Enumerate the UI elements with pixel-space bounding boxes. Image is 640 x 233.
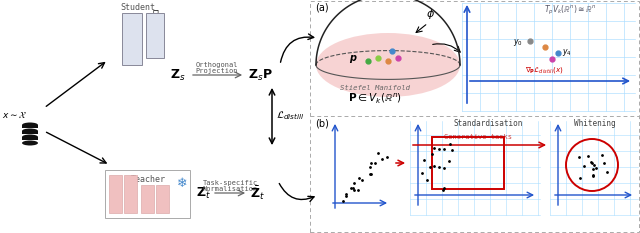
Bar bbox=[22, 125, 38, 128]
Text: Generative tasks: Generative tasks bbox=[444, 134, 512, 140]
Ellipse shape bbox=[22, 123, 38, 127]
Bar bbox=[432, 137, 504, 189]
Ellipse shape bbox=[22, 129, 38, 134]
Text: (a): (a) bbox=[315, 3, 328, 13]
Text: $\mathbf{P} \in V_k(\mathbb{R}^n)$: $\mathbf{P} \in V_k(\mathbb{R}^n)$ bbox=[348, 91, 402, 105]
Text: $\phi$: $\phi$ bbox=[426, 7, 435, 21]
Text: Orthogonal: Orthogonal bbox=[196, 62, 238, 68]
Bar bbox=[146, 13, 164, 58]
Text: $y_4$: $y_4$ bbox=[562, 47, 572, 58]
Text: Whitening: Whitening bbox=[574, 119, 616, 128]
Bar bbox=[22, 131, 38, 134]
Bar bbox=[310, 1, 639, 232]
Bar bbox=[105, 170, 190, 218]
Text: $\mathcal{L}_{distill}$: $\mathcal{L}_{distill}$ bbox=[276, 110, 305, 122]
Text: Task-specific: Task-specific bbox=[202, 180, 258, 186]
Text: ❄: ❄ bbox=[177, 177, 188, 190]
Ellipse shape bbox=[22, 140, 38, 145]
Text: $\bar{\mathbf{Z}}_t$: $\bar{\mathbf{Z}}_t$ bbox=[250, 184, 265, 202]
Text: Projection: Projection bbox=[196, 68, 238, 74]
Bar bbox=[122, 13, 142, 65]
Text: (b): (b) bbox=[315, 119, 329, 129]
Text: $y_0$: $y_0$ bbox=[513, 38, 523, 48]
Text: Student: Student bbox=[120, 3, 156, 12]
Bar bbox=[109, 175, 122, 213]
Text: $\mathbf{Z}_s$: $\mathbf{Z}_s$ bbox=[170, 67, 186, 82]
Bar bbox=[22, 137, 38, 140]
Text: $\mathbf{Z}_s\mathbf{P}$: $\mathbf{Z}_s\mathbf{P}$ bbox=[248, 67, 273, 82]
Text: Stiefel Manifold: Stiefel Manifold bbox=[340, 85, 410, 91]
Ellipse shape bbox=[316, 33, 460, 97]
Text: Teacher: Teacher bbox=[131, 175, 166, 184]
Text: $\boldsymbol{p}$: $\boldsymbol{p}$ bbox=[349, 53, 358, 65]
Text: 🔥: 🔥 bbox=[152, 8, 158, 18]
Text: Normalisation: Normalisation bbox=[202, 186, 258, 192]
Text: Standardisation: Standardisation bbox=[453, 119, 523, 128]
Bar bbox=[156, 185, 169, 213]
Bar bbox=[124, 175, 137, 213]
Text: $\mathbf{Z}_t$: $\mathbf{Z}_t$ bbox=[196, 185, 211, 201]
Ellipse shape bbox=[22, 134, 38, 140]
Text: $x \sim \mathcal{X}$: $x \sim \mathcal{X}$ bbox=[2, 110, 28, 120]
Text: $T_pV_k(\mathbb{R}^n) \cong \mathbb{R}^n$: $T_pV_k(\mathbb{R}^n) \cong \mathbb{R}^n… bbox=[544, 4, 596, 17]
Bar bbox=[141, 185, 154, 213]
Text: $\nabla_\mathbf{P}\mathcal{L}_{distill}(x)$: $\nabla_\mathbf{P}\mathcal{L}_{distill}(… bbox=[525, 65, 564, 75]
